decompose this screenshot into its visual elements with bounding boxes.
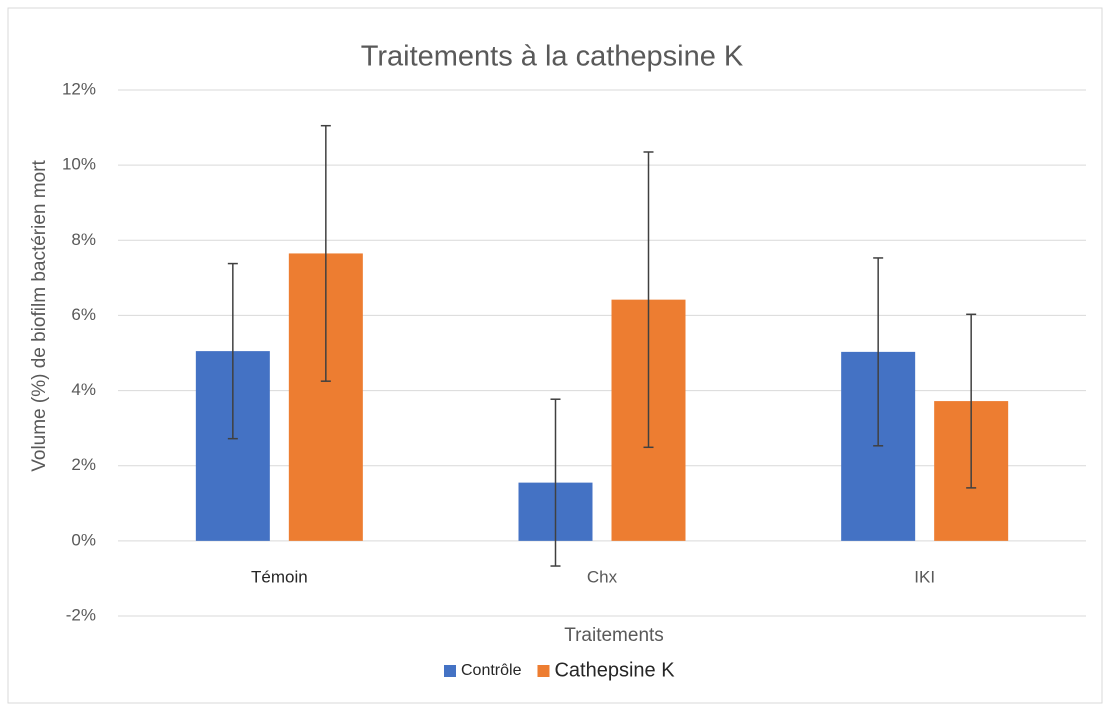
error-bar xyxy=(873,257,884,447)
error-bar xyxy=(227,262,238,440)
y-tick-label: 4% xyxy=(71,380,96,399)
legend-label: Cathepsine K xyxy=(554,659,675,681)
chart-title: Traitements à la cathepsine K xyxy=(361,41,744,73)
error-bar xyxy=(643,151,654,449)
x-tick-label: Chx xyxy=(587,567,618,586)
y-tick-label: 0% xyxy=(71,530,96,549)
x-tick-label: Témoin xyxy=(251,567,308,586)
error-bar xyxy=(966,313,977,489)
y-axis-title: Volume (%) de biofilm bactérien mort xyxy=(29,160,50,472)
y-tick-label: -2% xyxy=(66,605,96,624)
legend-label: Contrôle xyxy=(461,662,522,679)
y-tick-label: 10% xyxy=(62,155,96,174)
chart-border xyxy=(7,7,1103,704)
y-tick-label: 8% xyxy=(71,230,96,249)
error-bar xyxy=(320,124,331,382)
x-axis-title: Traitements xyxy=(564,625,664,646)
error-bar xyxy=(550,398,561,567)
legend-swatch xyxy=(444,665,456,677)
x-tick-label: IKI xyxy=(914,567,935,586)
legend-swatch xyxy=(537,665,550,677)
y-tick-label: 2% xyxy=(71,455,96,474)
y-tick-label: 12% xyxy=(62,79,96,98)
y-tick-label: 6% xyxy=(71,305,96,324)
